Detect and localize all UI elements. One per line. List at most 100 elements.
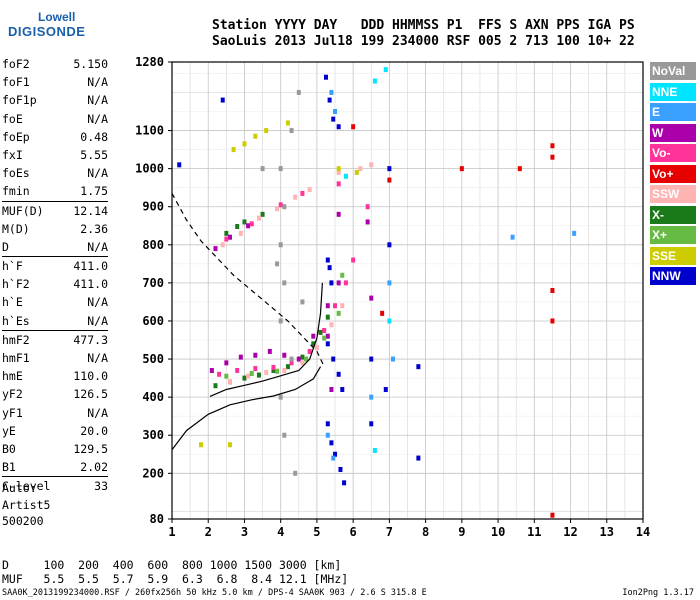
- param-label: foF1: [2, 75, 30, 90]
- echo-point-nnw: [416, 455, 421, 461]
- param-value: N/A: [87, 351, 108, 365]
- echo-point-nnw: [387, 166, 392, 172]
- param-row: B1 2.02: [2, 458, 108, 476]
- auto-line3: 500200: [2, 514, 44, 528]
- echo-point-x-: [224, 373, 229, 379]
- echo-point-vo-: [550, 288, 555, 293]
- echo-point-w: [365, 219, 370, 225]
- param-value: 1.75: [80, 184, 108, 199]
- echo-point-x-: [325, 314, 330, 320]
- polarization-legend: NoVal NNE E W Vo- Vo+ SSW X- X+ SSE NNW: [650, 62, 696, 288]
- legend-item-nnw: NNW: [650, 267, 696, 285]
- param-label: foF1p: [2, 93, 37, 108]
- echo-point-ssw: [314, 345, 319, 351]
- echo-point-nnw: [369, 356, 374, 362]
- echo-point-vo-: [336, 181, 341, 187]
- echo-point-e: [329, 89, 334, 95]
- echo-point-w: [329, 387, 334, 393]
- echo-point-nnw: [338, 466, 343, 472]
- param-label: h`F: [2, 259, 23, 274]
- echo-point-vo-: [300, 190, 305, 196]
- param-value: N/A: [87, 239, 108, 254]
- param-label: fxI: [2, 147, 23, 162]
- echo-point-ssw: [369, 162, 374, 168]
- echo-point-x-: [213, 383, 218, 389]
- echo-point-w: [311, 333, 316, 339]
- param-value: 411.0: [73, 259, 108, 274]
- echo-point-noval: [278, 166, 283, 172]
- echo-point-x-: [336, 310, 341, 316]
- echo-point-vo-: [517, 166, 522, 172]
- y-tick-label: 300: [142, 428, 164, 442]
- echo-point-vo-: [365, 204, 370, 210]
- echo-point-ssw: [336, 169, 341, 175]
- echo-point-sse: [264, 128, 269, 134]
- echo-point-e: [333, 109, 338, 115]
- echo-point-nnw: [329, 440, 334, 446]
- echo-point-vo-: [351, 257, 356, 263]
- echo-point-w: [282, 352, 287, 358]
- echo-point-vo-: [333, 303, 338, 309]
- legend-item-vo-: Vo-: [650, 144, 696, 162]
- echo-point-nnw: [340, 387, 345, 393]
- echo-point-w: [238, 354, 243, 360]
- echo-point-ssw: [300, 360, 305, 366]
- echo-point-w: [336, 211, 341, 217]
- y-tick-label: 1000: [135, 162, 164, 176]
- echo-point-x-: [340, 272, 345, 278]
- y-tick-label: 200: [142, 466, 164, 480]
- echo-point-x-: [235, 224, 240, 230]
- param-label: M(D): [2, 221, 30, 236]
- param-label: B0: [2, 441, 16, 456]
- echo-point-nne: [372, 447, 377, 453]
- echo-point-nnw: [177, 162, 182, 168]
- param-label: hmE: [2, 369, 23, 384]
- echo-point-w: [253, 352, 258, 358]
- echo-point-x-: [260, 211, 265, 217]
- echo-point-ssw: [358, 166, 363, 172]
- echo-point-vo-: [217, 371, 222, 377]
- x-tick-label: 3: [241, 525, 248, 539]
- y-tick-label: 500: [142, 352, 164, 366]
- echo-point-e: [387, 280, 392, 286]
- echo-point-ssw: [256, 215, 261, 221]
- echo-point-w: [325, 303, 330, 309]
- x-tick-label: 13: [600, 525, 614, 539]
- plot-frame: [171, 61, 644, 520]
- param-label: D: [2, 239, 9, 254]
- echo-point-x-: [318, 329, 323, 335]
- echo-point-noval: [300, 299, 305, 305]
- echo-point-nne: [383, 67, 388, 73]
- param-value: 477.3: [73, 332, 108, 347]
- x-tick-label: 7: [386, 525, 393, 539]
- echo-point-x-: [304, 356, 309, 362]
- echo-point-vo-: [550, 143, 555, 149]
- echo-point-vo-: [289, 360, 294, 366]
- legend-item-nne: NNE: [650, 82, 696, 101]
- param-value: 126.5: [73, 387, 108, 402]
- echo-point-w: [336, 280, 341, 286]
- echo-point-nnw: [387, 242, 392, 248]
- param-row: yF2 126.5: [2, 385, 108, 403]
- echo-point-x-: [311, 341, 316, 347]
- param-row: h`Es N/A: [2, 312, 108, 330]
- param-label: MUF(D): [2, 203, 44, 218]
- echo-point-noval: [278, 394, 283, 400]
- legend-item-w: W: [650, 123, 696, 142]
- x-tick-label: 14: [636, 525, 650, 539]
- param-value: N/A: [87, 166, 108, 181]
- echo-point-w: [325, 333, 330, 339]
- echo-point-sse: [354, 169, 359, 175]
- echo-point-w: [369, 295, 374, 301]
- param-value: N/A: [87, 295, 108, 310]
- param-value: 5.55: [80, 147, 108, 162]
- file-info-footer: SAA0K_2013199234000.RSF / 260fx256h 50 k…: [2, 588, 427, 598]
- echo-point-nnw: [331, 116, 336, 122]
- auto-scaling-info: Auto: Artist5 500200: [2, 480, 50, 530]
- echo-point-nnw: [333, 451, 338, 457]
- legend-item-ssw: SSW: [650, 185, 696, 203]
- param-value: N/A: [87, 313, 108, 328]
- logo-line1: Lowell: [38, 10, 76, 24]
- x-tick-label: 8: [422, 525, 429, 539]
- echo-point-vo-: [249, 221, 254, 227]
